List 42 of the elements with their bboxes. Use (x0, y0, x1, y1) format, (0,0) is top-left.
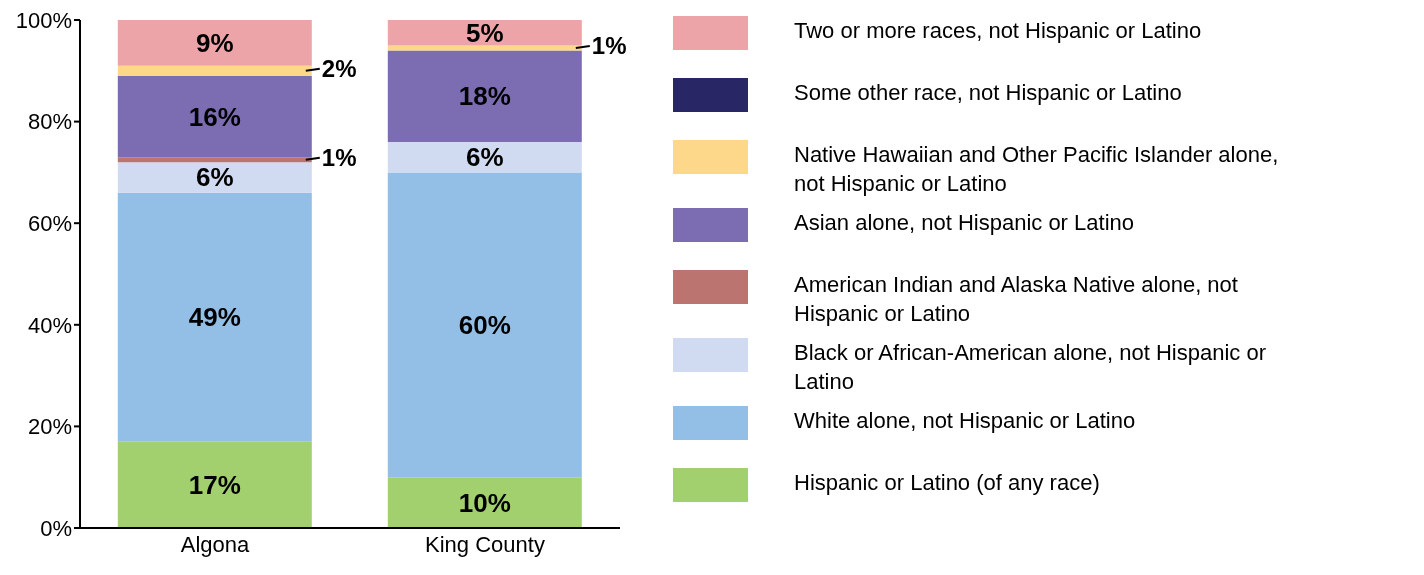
y-tick-label: 0% (40, 515, 72, 541)
bar (117, 20, 312, 66)
bar (387, 50, 582, 142)
bar (387, 141, 582, 173)
y-tick-label: 40% (27, 312, 72, 338)
bar (387, 20, 582, 46)
data-label: 16% (188, 101, 241, 132)
data-label: 2% (321, 54, 357, 82)
bar (117, 192, 312, 442)
x-tick-label: King County (425, 531, 545, 557)
data-label: 18% (458, 81, 511, 112)
bar (117, 441, 312, 528)
data-label: 1% (591, 31, 627, 59)
legend-label: White alone, not Hispanic or Latino (794, 407, 1137, 435)
legend-label: Some other race, not Hispanic or Latino (794, 79, 1183, 107)
data-label: 49% (188, 302, 241, 333)
data-label: 6% (196, 162, 234, 193)
bar (117, 162, 312, 193)
bar (117, 65, 312, 76)
data-label: 17% (188, 469, 241, 500)
y-tick-label: 80% (27, 109, 72, 135)
legend-label: Asian alone, not Hispanic or Latino (794, 209, 1135, 237)
bar (117, 75, 312, 158)
legend-label: Black or African-American alone, not Hispanic or Latino (794, 339, 1267, 396)
legend-label: Two or more races, not Hispanic or Latino (794, 17, 1203, 45)
data-label: 9% (196, 27, 234, 58)
y-tick-label: 100% (15, 7, 72, 33)
y-tick-label: 60% (27, 211, 72, 237)
y-tick-label: 20% (27, 414, 72, 440)
data-label: 1% (321, 143, 357, 171)
data-label: 10% (458, 487, 511, 518)
bar (117, 157, 312, 163)
data-label: 6% (466, 142, 504, 173)
bar (387, 45, 582, 51)
legend-label: American Indian and Alaska Native alone, not Hispanic or Latino (794, 271, 1239, 328)
x-tick-label: Algona (180, 531, 251, 557)
bar (387, 477, 582, 528)
data-label: 60% (458, 309, 511, 340)
legend-label: Native Hawaiian and Other Pacific Islander alone, not Hispanic or Latino (794, 141, 1280, 198)
data-label: 5% (466, 17, 504, 48)
legend-label: Hispanic or Latino (of any race) (794, 469, 1101, 497)
bar (387, 172, 582, 478)
